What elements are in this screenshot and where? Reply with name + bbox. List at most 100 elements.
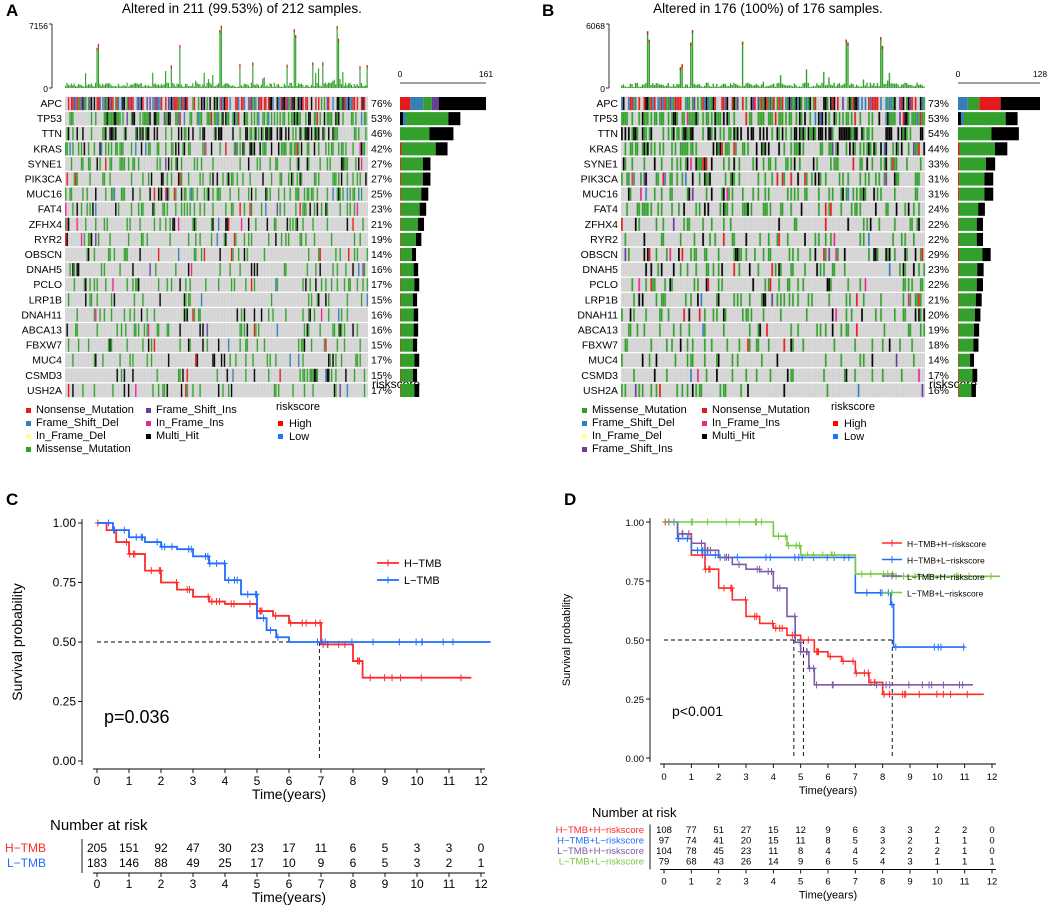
mutation-cell — [836, 97, 839, 111]
risk-x-tick-label: 4 — [222, 877, 229, 891]
tmb-bar — [785, 85, 787, 88]
gene-freq-bar — [435, 142, 448, 156]
mutation-cell — [840, 187, 843, 201]
censor-mark — [863, 589, 870, 597]
mutation-cell — [177, 172, 180, 186]
mutation-cell — [835, 248, 838, 262]
tmb-bar — [778, 82, 780, 88]
gene-label: DNAH11 — [21, 309, 62, 321]
mutation-cell — [830, 232, 832, 246]
mutation-cell — [788, 112, 791, 126]
mutation-cell — [631, 97, 634, 111]
mutation-cell — [129, 308, 131, 322]
censor-mark — [736, 560, 743, 568]
tmb-bar — [180, 84, 182, 88]
mutation-cell — [705, 278, 708, 292]
risk-value: 43 — [713, 857, 724, 868]
risk-value: 10 — [282, 856, 296, 870]
mutation-cell — [276, 157, 279, 171]
mutation-cell — [69, 187, 71, 201]
tmb-bar — [909, 84, 911, 88]
mutation-cell — [147, 112, 150, 126]
risk-x-tick-label: 0 — [661, 877, 666, 888]
mutation-cell — [190, 187, 193, 201]
gene-label: TP53 — [593, 113, 618, 125]
tmb-bar — [876, 83, 879, 88]
mutation-cell — [738, 157, 741, 171]
mutation-cell — [752, 127, 755, 141]
mutation-cell — [850, 112, 853, 126]
mutation-cell — [676, 127, 679, 141]
mutation-cell — [695, 263, 698, 277]
mutation-cell — [180, 127, 183, 141]
mutation-cell — [767, 142, 770, 156]
mutation-cell — [350, 112, 353, 126]
tmb-bar — [738, 85, 740, 88]
mutation-cell — [738, 263, 741, 277]
tmb-bar — [112, 86, 114, 88]
mutation-cell — [327, 293, 330, 307]
mutation-cell — [313, 127, 316, 141]
mutation-cell — [736, 353, 739, 367]
gene-label: TP53 — [37, 113, 62, 125]
mutation-cell — [110, 112, 113, 126]
mutation-cell — [159, 157, 161, 171]
mutation-cell — [741, 142, 744, 156]
mutation-cell — [916, 172, 919, 186]
mutation-cell — [297, 338, 300, 352]
mutation-cell — [303, 187, 306, 201]
gene-label: ABCA13 — [578, 325, 618, 337]
mutation-cell — [729, 217, 732, 231]
censor-mark — [840, 657, 847, 665]
mutation-cell — [87, 157, 90, 171]
mutation-cell — [352, 97, 354, 111]
mutation-cell — [213, 127, 216, 141]
mutation-cell — [776, 232, 779, 246]
mutation-cell — [237, 187, 240, 201]
gene-label: FAT4 — [38, 204, 62, 216]
mutation-cell — [921, 97, 924, 111]
tmb-bar — [293, 29, 295, 88]
mutation-cell — [722, 157, 725, 171]
mutation-cell — [185, 97, 187, 111]
mutation-cell — [152, 383, 154, 397]
mutation-cell — [621, 308, 623, 322]
mutation-cell — [356, 278, 359, 292]
gene-freq-bar — [958, 368, 959, 382]
tmb-bar — [907, 84, 910, 88]
mutation-cell — [702, 323, 705, 337]
tmb-bar-top — [646, 31, 649, 35]
mutation-cell — [195, 217, 197, 231]
mutation-cell — [199, 308, 201, 322]
tmb-bar — [714, 86, 716, 88]
mutation-cell — [133, 157, 136, 171]
mutation-cell — [156, 97, 159, 111]
mutation-cell — [750, 112, 753, 126]
mutation-cell — [330, 112, 333, 126]
mutation-cell — [237, 248, 240, 262]
mutation-cell — [717, 293, 720, 307]
mutation-cell — [159, 97, 161, 111]
tmb-bar — [119, 85, 121, 88]
tmb-bar — [176, 83, 178, 88]
gene-freq-bar — [400, 293, 413, 307]
mutation-cell — [842, 172, 844, 186]
mutation-cell — [285, 127, 287, 141]
mutation-cell — [276, 278, 279, 292]
mutation-cell — [232, 172, 234, 186]
mutation-cell — [172, 142, 174, 156]
risk-value: 30 — [218, 841, 232, 855]
mutation-cell — [627, 187, 630, 201]
mutation-cell — [315, 263, 317, 277]
mutation-cell — [807, 293, 810, 307]
km-curve — [664, 521, 1001, 578]
mutation-cell — [717, 278, 720, 292]
mutation-cell — [127, 232, 130, 246]
gene-freq-bar — [400, 157, 423, 171]
mutation-cell — [697, 97, 699, 111]
mutation-cell — [122, 97, 124, 111]
mutation-cell — [119, 157, 121, 171]
gene-freq-bar — [958, 383, 972, 397]
risk-row-name: H−TMB+L−riskscore — [557, 836, 644, 847]
tmb-bar — [219, 30, 221, 88]
